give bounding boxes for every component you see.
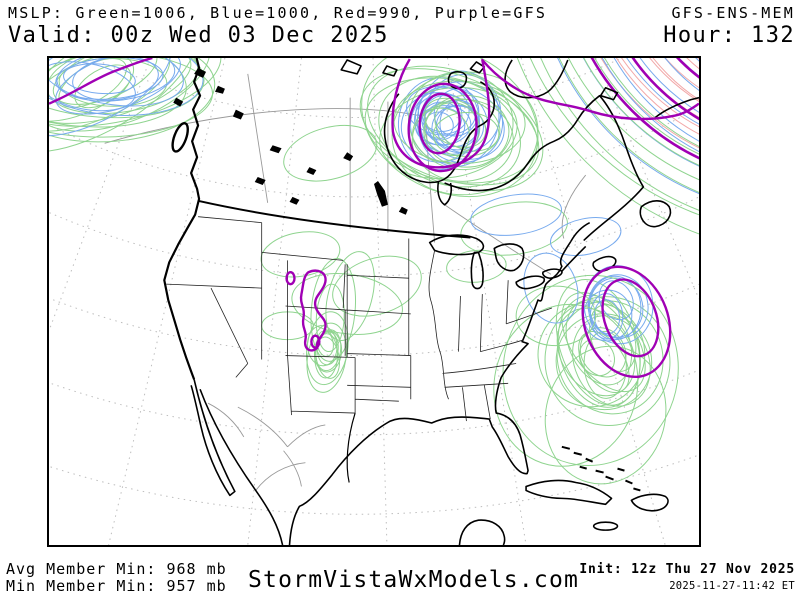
jamaica	[592, 521, 619, 531]
header-row-2: Valid: 00z Wed 03 Dec 2025 Hour: 132	[8, 23, 795, 48]
bahamas	[561, 445, 641, 492]
lake-ontario	[542, 268, 563, 279]
baja-california	[190, 379, 236, 497]
pacific-coast	[163, 58, 202, 380]
map-canvas	[49, 58, 699, 545]
us-state-borders	[166, 216, 553, 422]
mexico-west-coast	[199, 389, 284, 545]
graticule	[49, 58, 699, 545]
generated-timestamp: 2025-11-27-11:42 ET	[669, 580, 795, 592]
valid-time: Valid: 00z Wed 03 Dec 2025	[8, 23, 389, 48]
header-row-1: MSLP: Green=1006, Blue=1000, Red=990, Pu…	[8, 4, 795, 22]
ensemble-contour-clusters	[49, 58, 671, 427]
east-coast-low-blue	[583, 265, 654, 345]
rio-grande-border	[346, 412, 356, 483]
coastlines	[163, 58, 699, 545]
lake-huron	[493, 243, 525, 272]
province-borders	[104, 73, 587, 491]
vancouver-island	[171, 122, 189, 153]
us-canada-border	[197, 199, 471, 239]
init-time: Init: 12z Thu 27 Nov 2025	[579, 562, 795, 577]
gfs-purple-contours	[49, 58, 699, 379]
quebec-labrador-coast	[444, 94, 645, 242]
lake-michigan	[470, 251, 484, 290]
site-watermark: StormVistaWxModels.com	[248, 567, 580, 593]
gfs-small-low-colorado	[310, 334, 321, 349]
arctic-islands	[340, 59, 699, 119]
interior-lakes	[173, 67, 408, 215]
avg-member-min: Avg Member Min: 968 mb	[6, 560, 227, 578]
forecast-hour: Hour: 132	[663, 23, 795, 48]
weather-map	[47, 56, 701, 547]
newfoundland	[639, 200, 672, 228]
gfs-east-coast-low-inner	[601, 278, 660, 358]
yucatan-peninsula	[458, 519, 506, 545]
gfs-hudson-trough	[391, 58, 699, 169]
legend-text: MSLP: Green=1006, Blue=1000, Red=990, Pu…	[8, 4, 548, 22]
east-coast-low-green	[537, 279, 671, 427]
hispaniola	[630, 493, 669, 512]
james-bay	[437, 180, 453, 206]
baffin-island	[504, 59, 569, 99]
st-lawrence-river	[561, 245, 587, 272]
scattered-green-contours	[260, 124, 679, 485]
lake-erie	[515, 275, 546, 290]
gfs-east-coast-low-outer	[581, 265, 672, 379]
cuba	[525, 479, 613, 506]
east-gulf-coast	[288, 241, 572, 545]
gfs-pacific-nw-line	[49, 58, 153, 105]
gulf-of-alaska-blue	[49, 58, 204, 137]
gfs-hudson-mid-ring	[407, 82, 478, 173]
northeast-fan-green	[516, 58, 699, 235]
gfs-hudson-inner-ring	[418, 92, 461, 155]
model-name: GFS-ENS-MEM	[671, 4, 795, 22]
gfs-small-low-wyoming	[285, 271, 296, 286]
maine-maritimes	[570, 221, 591, 242]
lake-superior	[428, 234, 485, 256]
min-member-min: Min Member Min: 957 mb	[6, 577, 227, 595]
ensemble-arc-fans	[516, 58, 699, 235]
scattered-blue-contours	[470, 193, 622, 324]
